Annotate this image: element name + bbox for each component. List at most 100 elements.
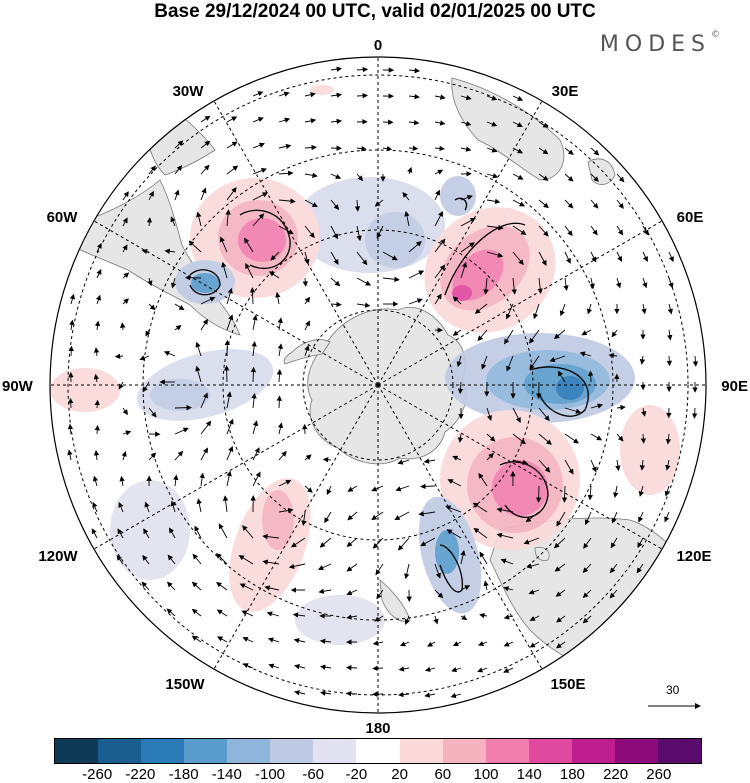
wind-vector (356, 66, 369, 73)
lon-label-120w: 120W (38, 548, 78, 565)
wind-vector (481, 355, 488, 370)
wind-vector (512, 407, 521, 424)
wind-vector (460, 120, 472, 127)
colorbar-tick-label: 180 (559, 766, 585, 783)
wind-vector (445, 505, 462, 513)
wind-vector (525, 511, 540, 523)
wind-vector (668, 251, 674, 263)
colorbar-tick-label: 140 (516, 766, 542, 783)
wind-vector (225, 209, 231, 227)
wind-vector (447, 479, 462, 487)
wind-vector (191, 635, 202, 643)
anomaly-neg-top-center-core (365, 212, 425, 268)
wind-vector (549, 355, 566, 363)
colorbar-tick-label: -260 (82, 766, 113, 783)
wind-vector (122, 191, 129, 201)
wind-vector (68, 345, 74, 357)
wind-vector (665, 433, 672, 445)
lon-label-150w: 150W (165, 676, 205, 693)
wind-vector (477, 329, 488, 342)
wind-vector (587, 370, 594, 383)
wind-vector (174, 427, 189, 435)
wind-vector (583, 537, 592, 549)
wind-vector (434, 189, 440, 201)
wind-vector (408, 298, 423, 305)
wind-vector (486, 95, 498, 101)
wind-vector (486, 452, 494, 461)
colorbar-tick-label: 260 (646, 766, 672, 783)
wind-vector (251, 341, 257, 357)
wind-vector (250, 366, 257, 383)
wind-vector (564, 407, 582, 414)
wind-vector (452, 329, 462, 336)
colorbar-segment (55, 739, 99, 763)
wind-vector (164, 248, 176, 254)
wind-vector (460, 550, 466, 565)
wind-vector (242, 637, 254, 643)
wind-vector (503, 586, 514, 592)
wind-vector (579, 351, 592, 357)
wind-vector (252, 420, 259, 435)
wind-vector (503, 641, 514, 647)
wind-vector (512, 173, 524, 180)
wind-vector (116, 554, 124, 565)
wind-vector (529, 355, 540, 370)
wind-vector (320, 690, 332, 696)
lon-label-150e: 150E (550, 676, 585, 693)
wind-vector (512, 199, 525, 207)
wind-vector (244, 237, 254, 253)
wind-vector (434, 589, 444, 599)
wind-vector (611, 511, 618, 524)
wind-vector (324, 511, 332, 524)
wind-vector (195, 341, 202, 357)
wind-vector (395, 485, 410, 492)
wind-vector (277, 317, 283, 331)
wind-vector (356, 302, 371, 308)
anomaly-pos-west-edge (50, 368, 120, 412)
wind-vector (397, 537, 410, 551)
wind-vector (174, 165, 183, 175)
wind-vector (143, 528, 150, 539)
anomaly-neg-midwest-core (150, 379, 210, 411)
wind-vector (278, 143, 292, 150)
wind-vector (226, 287, 233, 305)
wind-vector (163, 350, 176, 357)
wind-vector (302, 277, 308, 287)
wind-vector (200, 187, 207, 201)
wind-vector (356, 173, 364, 182)
wind-vector (427, 641, 436, 647)
wind-vector (346, 665, 358, 671)
wind-vector (278, 507, 294, 514)
wind-vector (238, 555, 254, 565)
wind-vector (317, 563, 332, 571)
wind-vector (460, 585, 471, 591)
wind-vector (114, 353, 124, 359)
wind-vector (424, 666, 436, 672)
reference-vector-label: 30 (666, 683, 680, 697)
wind-vector (319, 537, 332, 548)
wind-vector (268, 663, 280, 669)
wind-vector (610, 537, 618, 549)
wind-vector (639, 459, 646, 471)
wind-vector (512, 251, 524, 266)
wind-vector (615, 459, 621, 472)
wind-vector (200, 420, 212, 435)
wind-vector (399, 641, 410, 647)
wind-vector (559, 303, 566, 317)
colorbar-segment (313, 739, 357, 763)
wind-vector (538, 173, 549, 181)
wind-vector (304, 199, 318, 208)
wind-vector (268, 271, 280, 279)
wind-vector (293, 638, 306, 644)
colorbar-segment (442, 739, 486, 763)
wind-vector (122, 298, 129, 305)
wind-vector (472, 502, 488, 513)
colorbar-segment (528, 739, 572, 763)
wind-vector (122, 217, 128, 227)
wind-vector (434, 169, 444, 175)
wind-vector (564, 225, 573, 237)
wind-vector (667, 303, 673, 315)
colorbar-segment (227, 739, 271, 763)
wind-vector (375, 563, 384, 576)
wind-vector (590, 199, 599, 209)
